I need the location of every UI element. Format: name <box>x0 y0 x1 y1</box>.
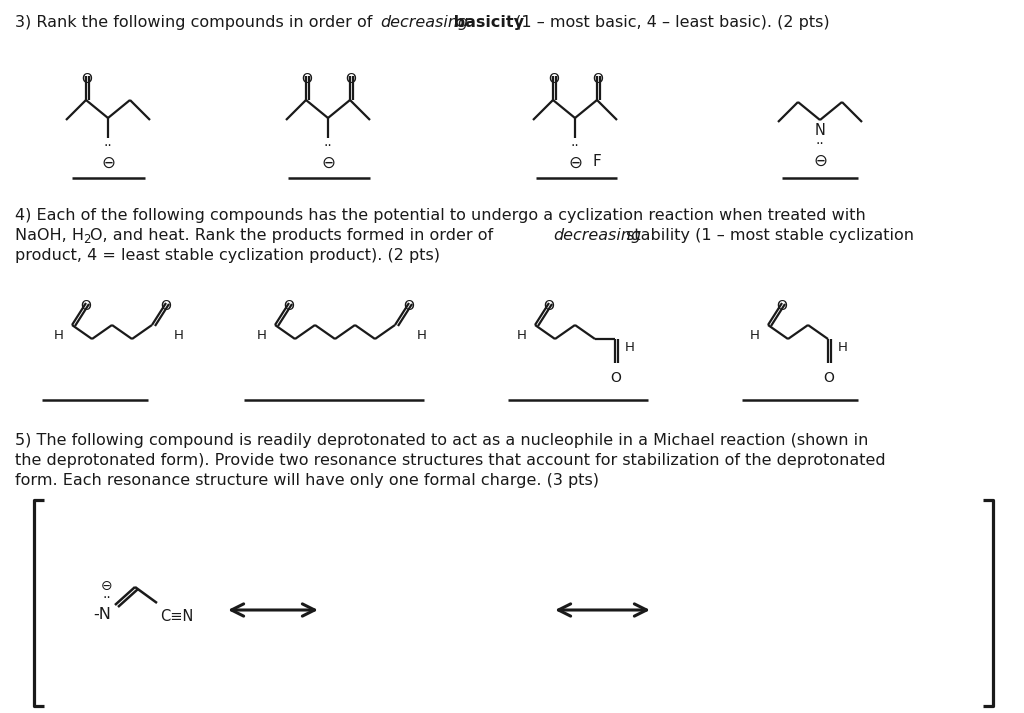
Text: ⊖: ⊖ <box>101 154 115 172</box>
Text: 4) Each of the following compounds has the potential to undergo a cyclization re: 4) Each of the following compounds has t… <box>15 208 865 223</box>
Text: H: H <box>257 329 267 342</box>
Text: O: O <box>345 72 356 86</box>
Text: C≡N: C≡N <box>160 609 194 624</box>
Text: ⊖: ⊖ <box>101 579 113 593</box>
Text: H: H <box>838 341 848 354</box>
Text: H: H <box>751 329 760 342</box>
Text: 2: 2 <box>83 233 90 246</box>
Text: ··: ·· <box>816 137 824 151</box>
Text: (1 – most basic, 4 – least basic). (2 pts): (1 – most basic, 4 – least basic). (2 pt… <box>510 15 829 30</box>
Text: N: N <box>814 123 825 138</box>
Text: ··: ·· <box>324 139 333 153</box>
Text: O: O <box>161 299 171 313</box>
Text: decreasing: decreasing <box>380 15 468 30</box>
Text: O: O <box>823 371 835 385</box>
Text: ⊖: ⊖ <box>568 154 582 172</box>
Text: O, and heat. Rank the products formed in order of: O, and heat. Rank the products formed in… <box>90 228 499 243</box>
Text: ··: ·· <box>103 139 113 153</box>
Text: O: O <box>610 371 622 385</box>
Text: the deprotonated form). Provide two resonance structures that account for stabil: the deprotonated form). Provide two reso… <box>15 453 886 468</box>
Text: ··: ·· <box>102 591 112 605</box>
Text: -N: -N <box>93 607 111 622</box>
Text: ⊖: ⊖ <box>322 154 335 172</box>
Text: product, 4 = least stable cyclization product). (2 pts): product, 4 = least stable cyclization pr… <box>15 248 440 263</box>
Text: H: H <box>174 329 184 342</box>
Text: H: H <box>625 341 635 354</box>
Text: 3) Rank the following compounds in order of: 3) Rank the following compounds in order… <box>15 15 378 30</box>
Text: form. Each resonance structure will have only one formal charge. (3 pts): form. Each resonance structure will have… <box>15 473 599 488</box>
Text: ⊖: ⊖ <box>813 152 827 170</box>
Text: H: H <box>417 329 427 342</box>
Text: O: O <box>81 299 91 313</box>
Text: decreasing: decreasing <box>553 228 641 243</box>
Text: ··: ·· <box>570 139 580 153</box>
Text: O: O <box>544 299 554 313</box>
Text: O: O <box>301 72 312 86</box>
Text: O: O <box>284 299 295 313</box>
Text: H: H <box>54 329 63 342</box>
Text: stability (1 – most stable cyclization: stability (1 – most stable cyclization <box>621 228 914 243</box>
Text: basicity: basicity <box>449 15 524 30</box>
Text: O: O <box>593 72 603 86</box>
Text: O: O <box>549 72 559 86</box>
Text: NaOH, H: NaOH, H <box>15 228 84 243</box>
Text: O: O <box>82 72 92 86</box>
Text: O: O <box>776 299 787 313</box>
Text: O: O <box>403 299 415 313</box>
Text: H: H <box>517 329 527 342</box>
Text: F: F <box>593 154 602 169</box>
Text: 5) The following compound is readily deprotonated to act as a nucleophile in a M: 5) The following compound is readily dep… <box>15 433 868 448</box>
